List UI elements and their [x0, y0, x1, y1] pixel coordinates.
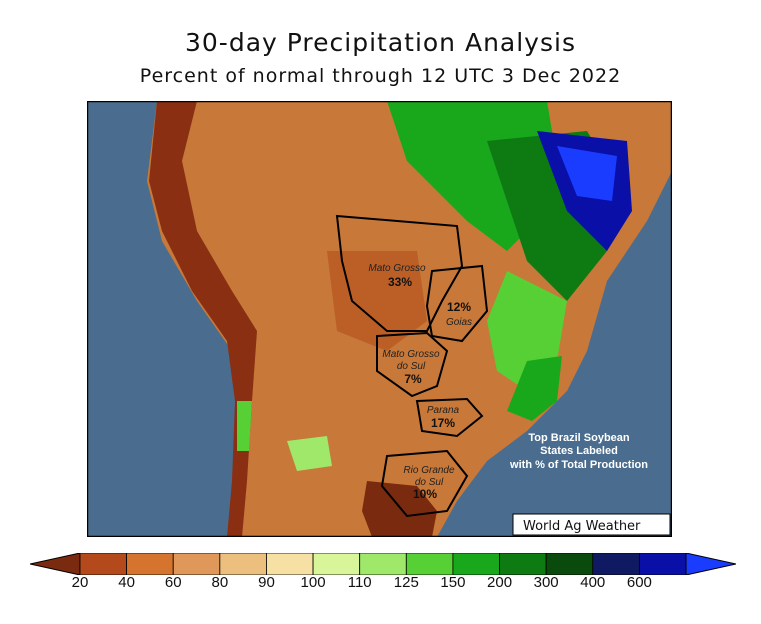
legend-swatch	[545, 553, 594, 575]
legend-tick-label: 150	[440, 574, 466, 591]
legend-swatch	[452, 553, 500, 575]
state-percent-mato-grosso: 33%	[388, 275, 412, 289]
annotation-line-2: States Labeled	[540, 445, 618, 457]
state-label-mato-grosso: Mato Grosso	[368, 263, 426, 274]
border-rio-grande-do-sul	[380, 449, 469, 518]
state-percent-mato-grosso-do-sul: 7%	[404, 372, 422, 386]
state-label-parana: Parana	[427, 405, 460, 416]
legend-tick-label: 400	[580, 574, 606, 591]
legend-swatch	[266, 553, 314, 575]
legend-tick-label: 600	[626, 574, 652, 591]
border-mato-grosso	[335, 214, 464, 332]
chart-title: 30-day Precipitation Analysis	[185, 28, 576, 57]
state-label-rio-grande-do-sul-line2: do Sul	[415, 477, 444, 488]
state-percent-rio-grande-do-sul: 10%	[413, 487, 437, 501]
legend-swatch	[219, 553, 267, 575]
light-green-south	[287, 436, 332, 471]
state-percent-parana: 17%	[431, 416, 455, 430]
legend-tick-label: 20	[71, 574, 89, 591]
legend-tick-label: 110	[347, 574, 372, 591]
extreme-wet-region	[557, 146, 617, 201]
legend-tick-label: 40	[118, 574, 135, 591]
legend-swatch	[172, 553, 221, 575]
border-mato-grosso-do-sul	[376, 331, 449, 398]
legend-swatch	[312, 553, 361, 575]
legend-tick-label: 90	[258, 574, 275, 591]
legend-swatch	[126, 553, 174, 575]
annotation-line-3: with % of Total Production	[509, 459, 648, 471]
legend-ticks: 20 40 60 80 90 100 110 125 150 200 300 400 600	[0, 574, 761, 594]
state-label-goias: Goias	[446, 317, 472, 328]
dry-region-south	[362, 481, 437, 537]
state-percent-goias: 12%	[447, 300, 471, 314]
legend-swatch	[405, 553, 454, 575]
legend-arrow-high	[685, 553, 736, 575]
state-label-mato-grosso-do-sul-line1: Mato Grosso	[382, 349, 440, 360]
legend-tick-label: 80	[211, 574, 229, 591]
credit-box	[512, 513, 671, 536]
dry-region-central	[327, 251, 427, 351]
state-label-rio-grande-do-sul-line1: Rio Grande	[403, 465, 455, 476]
legend-tick-label: 60	[164, 574, 182, 591]
state-label-mato-grosso-do-sul-line2: do Sul	[397, 361, 426, 372]
border-goias	[425, 264, 489, 343]
border-parana	[415, 397, 484, 438]
legend-colorbar	[30, 553, 736, 575]
legend-swatch	[79, 553, 128, 575]
dry-region-andes	[149, 101, 257, 537]
legend-swatch	[592, 553, 640, 575]
legend-tick-label: 100	[300, 574, 326, 591]
credit-text: World Ag Weather	[523, 519, 641, 534]
precipitation-map: Mato Grosso 33% 12% Goias Mato Grosso do…	[87, 101, 672, 537]
legend-arrow-low	[30, 553, 81, 575]
wet-region-coast	[507, 356, 562, 421]
chart-subtitle: Percent of normal through 12 UTC 3 Dec 2…	[139, 65, 622, 87]
legend-tick-label: 125	[393, 574, 419, 591]
legend-swatch	[359, 553, 407, 575]
green-chile	[237, 401, 252, 451]
annotation-line-1: Top Brazil Soybean	[528, 432, 630, 444]
legend-tick-label: 200	[487, 574, 513, 591]
legend-tick-label: 300	[533, 574, 559, 591]
legend-swatch	[638, 553, 687, 575]
legend-swatch	[499, 553, 547, 575]
